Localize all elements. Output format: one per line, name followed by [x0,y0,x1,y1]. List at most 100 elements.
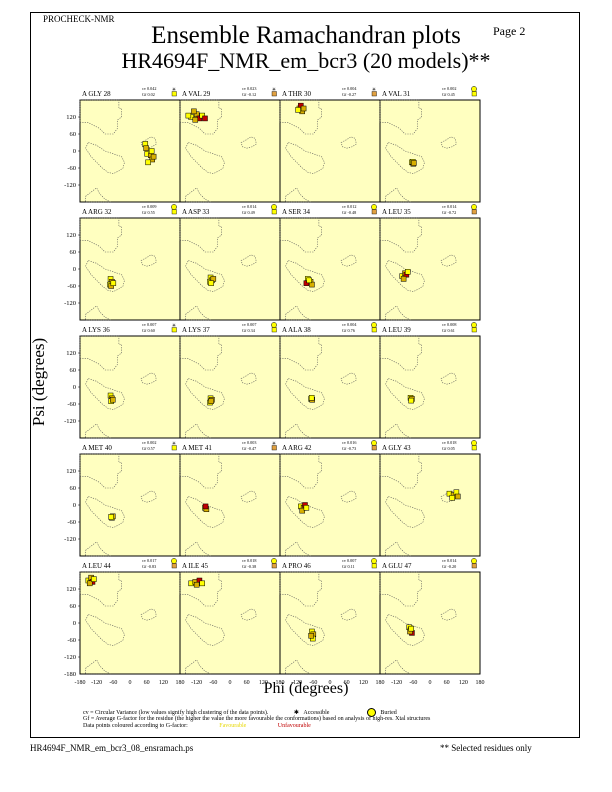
accessible-icon: ✳ [172,323,176,329]
data-point [400,276,407,282]
cv-value: cv 0.007 [142,322,156,327]
gf-swatch [371,91,377,97]
gf-value: Gf 0.05 [442,446,455,451]
data-point [306,277,312,284]
panel-background [279,335,381,439]
gf-value: Gf 0.49 [242,210,255,215]
gf-value: Gf -0.47 [242,446,256,451]
allowed-region-2 [385,614,425,646]
residue-label: A MET 40 [82,444,112,452]
data-point [192,117,199,123]
y-tick-label: 0 [73,620,76,627]
residue-label: A ARG 32 [82,208,112,216]
x-tick-label: 60 [344,680,350,686]
panel-background [79,99,181,203]
file-name: HR4694F_NMR_em_bcr3_08_ensramach.ps [30,743,194,753]
allowed-region-4 [440,372,457,385]
x-tick-label: -120 [291,680,302,686]
residue-label: A ILE 45 [182,562,209,570]
data-point [308,395,315,401]
data-point [86,580,93,587]
x-tick-label: 120 [359,680,368,686]
y-tick-label: 120 [66,586,76,593]
allowed-region-2 [85,614,125,646]
x-axis-label: Phi (degrees) [263,680,349,697]
data-point [145,159,151,166]
allowed-region-2 [185,142,225,174]
y-tick-label: 0 [73,266,76,273]
residue-label: A VAL 31 [382,90,411,98]
data-point [202,115,208,122]
x-tick-label: 180 [476,680,485,686]
x-tick-label: -120 [191,680,202,686]
data-point [408,625,414,632]
y-tick-label: 120 [66,350,76,357]
allowed-region-4 [240,372,257,385]
cv-value: cv 0.004 [342,322,357,327]
buried-icon [471,86,477,92]
x-tick-label: 120 [159,680,168,686]
y-tick-label: 120 [66,468,76,475]
gf-value: Gf 0.11 [342,564,355,569]
cv-value: cv 0.012 [342,204,356,209]
data-point [148,148,155,154]
y-tick-label: -120 [64,300,76,307]
cv-value: cv 0.016 [342,440,356,445]
y-axis-label: Psi (degrees) [29,337,48,427]
y-tick-label: -60 [67,401,76,408]
panel-background [379,217,481,321]
data-point [108,514,114,520]
y-tick-label: 0 [73,384,76,391]
allowed-region-2 [85,260,125,292]
allowed-region-4 [440,608,457,621]
page-number: Page 2 [493,24,526,38]
allowed-region-2 [285,378,325,410]
allowed-region-4 [240,608,257,621]
gf-value: Gf -0.12 [242,92,256,97]
gf-value: Gf 0.76 [342,328,355,333]
gf-swatch [171,209,177,215]
accessible-icon: ✳ [272,87,276,93]
allowed-region-2 [85,142,125,174]
allowed-region-4 [140,490,157,503]
residue-label: A GLU 47 [382,562,412,570]
allowed-region-4 [240,490,257,503]
allowed-region-2 [385,142,425,174]
allowed-region-2 [185,378,225,410]
data-point [185,112,192,119]
x-tick-label: 180 [376,680,385,686]
allowed-region-4 [140,372,157,385]
gf-swatch [271,91,277,97]
gf-swatch [371,209,377,215]
panel-background [279,571,381,675]
gf-value: Gf -0.72 [442,210,456,215]
allowed-region-4 [140,254,157,267]
data-point [455,493,461,500]
gf-swatch [171,91,177,97]
cv-value: cv 0.007 [242,322,256,327]
panel-background [179,335,281,439]
data-point [202,503,209,510]
gf-value: Gf 0.34 [242,328,256,333]
x-tick-label: 0 [229,680,232,686]
program-name: PROCHECK-NMR [43,14,115,24]
cv-note: cv = Circular Variance (low values signi… [83,708,397,717]
accessible-icon: ✳ [272,441,276,447]
data-point [193,582,200,588]
buried-icon [271,558,277,564]
residue-label: A VAL 29 [182,90,211,98]
allowed-region-2 [185,260,225,292]
y-tick-label: 0 [73,148,76,155]
buried-icon [271,322,277,328]
buried-label: Buried [380,709,397,716]
gf-value: Gf -0.48 [342,210,356,215]
allowed-region-2 [285,260,325,292]
buried-icon [371,558,377,564]
data-point [199,112,205,119]
gf-swatch [471,327,477,333]
